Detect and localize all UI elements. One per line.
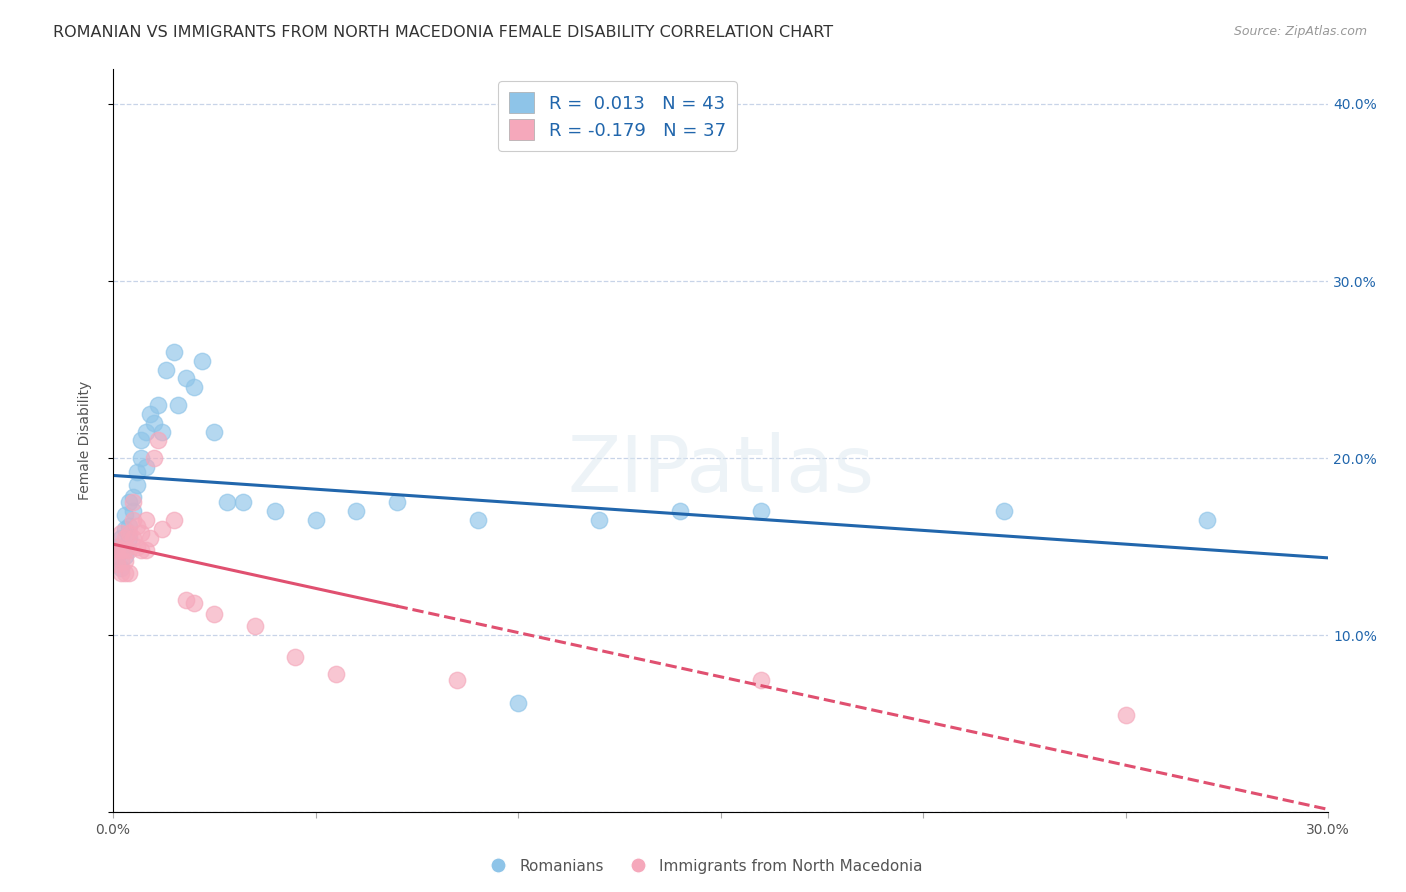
Point (588, 513, 610, 527)
Point (118, 543, 141, 558)
Point (138, 407, 160, 421)
Point (114, 522, 136, 536)
Point (385, 495, 408, 509)
Point (122, 531, 145, 545)
Point (669, 504, 692, 518)
Point (118, 531, 141, 545)
Point (122, 490, 145, 504)
Point (202, 425, 225, 439)
Point (122, 513, 145, 527)
Legend: R =  0.013   N = 43, R = -0.179   N = 37: R = 0.013 N = 43, R = -0.179 N = 37 (498, 81, 737, 151)
Point (114, 508, 136, 522)
Point (467, 513, 489, 527)
Point (110, 531, 132, 545)
Point (146, 434, 169, 448)
Point (183, 596, 205, 610)
Point (110, 543, 132, 558)
Point (344, 504, 367, 518)
Point (446, 673, 468, 687)
Point (142, 451, 165, 466)
Point (163, 345, 186, 359)
Point (167, 398, 190, 412)
Point (114, 549, 136, 563)
Legend: Romanians, Immigrants from North Macedonia: Romanians, Immigrants from North Macedon… (477, 853, 929, 880)
Point (105, 543, 128, 558)
Point (122, 504, 145, 518)
Point (174, 593, 197, 607)
Point (304, 513, 326, 527)
Point (1115, 708, 1137, 723)
Point (146, 398, 169, 412)
Point (105, 540, 128, 554)
Point (110, 525, 132, 540)
Point (508, 696, 530, 710)
Point (202, 607, 225, 621)
Point (118, 495, 141, 509)
Point (127, 540, 149, 554)
Point (174, 371, 197, 385)
Point (163, 513, 186, 527)
Point (122, 495, 145, 509)
Point (105, 558, 128, 572)
Text: ZIPatlas: ZIPatlas (567, 433, 875, 508)
Point (284, 649, 307, 664)
Point (110, 561, 132, 575)
Point (114, 554, 136, 568)
Point (127, 518, 149, 533)
Point (118, 525, 141, 540)
Point (749, 673, 772, 687)
Point (264, 504, 287, 518)
Point (749, 504, 772, 518)
Point (105, 549, 128, 563)
Point (138, 531, 160, 545)
Point (110, 543, 132, 558)
Point (127, 466, 149, 480)
Point (131, 434, 153, 448)
Point (150, 425, 173, 439)
Point (134, 460, 156, 475)
Point (105, 540, 128, 554)
Point (134, 425, 156, 439)
Point (118, 518, 141, 533)
Point (150, 522, 173, 536)
Point (118, 566, 141, 581)
Point (134, 543, 156, 558)
Point (215, 495, 238, 509)
Point (142, 416, 165, 430)
Point (131, 525, 153, 540)
Point (993, 504, 1015, 518)
Point (243, 619, 266, 633)
Point (155, 362, 177, 376)
Point (110, 554, 132, 568)
Point (114, 531, 136, 545)
Point (1195, 513, 1218, 527)
Point (114, 543, 136, 558)
Y-axis label: Female Disability: Female Disability (79, 381, 93, 500)
Point (114, 566, 136, 581)
Text: Source: ZipAtlas.com: Source: ZipAtlas.com (1233, 25, 1367, 38)
Text: ROMANIAN VS IMMIGRANTS FROM NORTH MACEDONIA FEMALE DISABILITY CORRELATION CHART: ROMANIAN VS IMMIGRANTS FROM NORTH MACEDO… (53, 25, 834, 40)
Point (131, 451, 153, 466)
Point (127, 477, 149, 491)
Point (183, 380, 205, 394)
Point (191, 353, 214, 368)
Point (110, 566, 132, 581)
Point (325, 667, 347, 681)
Point (131, 543, 153, 558)
Point (134, 513, 156, 527)
Point (232, 495, 254, 509)
